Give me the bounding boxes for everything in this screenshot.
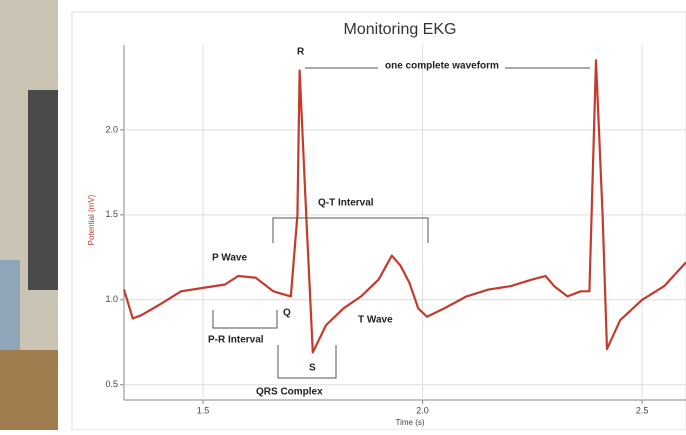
annotation: one complete waveform (385, 61, 499, 72)
y-tick-label: 2.0 (105, 124, 118, 134)
annotation: Q-T Interval (318, 198, 374, 209)
y-tick-label: 1.0 (105, 294, 118, 304)
annotation: P-R Interval (208, 335, 264, 346)
monitor (0, 260, 20, 350)
x-tick-label: 2.0 (416, 405, 429, 415)
chart-title: Monitoring EKG (344, 21, 457, 38)
photo-strip (0, 0, 58, 430)
annotation: Q (283, 308, 291, 319)
x-tick-label: 1.5 (197, 405, 210, 415)
annotation: T Wave (358, 315, 393, 326)
annotation: S (309, 363, 316, 374)
annotation: QRS Complex (256, 387, 323, 398)
annotation: R (297, 47, 305, 58)
screenshot: Monitoring EKG Potential (mV) Time (s) 0… (0, 0, 686, 430)
y-tick-label: 0.5 (105, 379, 118, 389)
y-axis-label: Potential (mV) (87, 194, 96, 245)
page: {"chart_data": {"type": "line", "title":… (0, 0, 686, 430)
annotation: P Wave (212, 253, 247, 264)
chart-panel (72, 12, 686, 430)
x-axis-label: Time (s) (395, 418, 424, 427)
y-tick-label: 1.5 (105, 209, 118, 219)
door (28, 90, 58, 290)
x-tick-label: 2.5 (636, 405, 649, 415)
desk (0, 350, 58, 430)
